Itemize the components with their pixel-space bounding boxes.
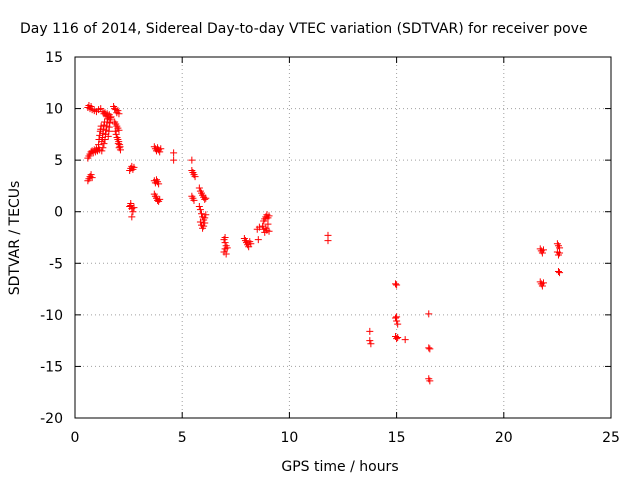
data-point	[255, 223, 263, 231]
data-point	[112, 130, 120, 138]
data-point	[247, 240, 255, 248]
data-point	[222, 250, 230, 258]
data-point	[366, 337, 374, 345]
data-point	[367, 340, 375, 348]
data-point	[265, 212, 273, 220]
data-point	[156, 148, 164, 156]
data-point	[426, 377, 434, 385]
data-point	[394, 334, 402, 342]
data-point	[538, 249, 546, 257]
data-point	[195, 184, 203, 192]
data-point	[88, 174, 96, 182]
data-point	[539, 279, 547, 287]
data-point	[128, 213, 136, 221]
plot-frame	[74, 56, 612, 419]
y-tick-label: 5	[54, 153, 63, 169]
data-point	[394, 320, 402, 328]
data-point	[106, 119, 114, 127]
x-tick-label: 25	[602, 430, 620, 446]
data-point	[366, 327, 374, 335]
data-point	[221, 234, 229, 241]
data-point	[556, 249, 564, 257]
grid	[75, 57, 611, 418]
data-point	[115, 126, 123, 134]
data-point	[170, 156, 178, 164]
data-point	[99, 144, 107, 152]
y-tick-label: 10	[45, 102, 63, 118]
y-tick-label: 15	[45, 50, 63, 66]
data-point	[191, 173, 199, 181]
data-point	[202, 211, 210, 219]
data-point	[426, 345, 434, 353]
data-point	[200, 222, 208, 230]
data-point	[393, 281, 401, 289]
data-point	[223, 244, 231, 252]
data-point	[106, 116, 114, 124]
data-point	[129, 208, 137, 216]
data-point	[196, 206, 204, 214]
data-point	[114, 140, 122, 148]
data-point	[197, 210, 205, 218]
x-tick-label: 5	[178, 430, 187, 446]
x-axis-label: GPS time / hours	[281, 459, 398, 475]
data-point	[104, 132, 112, 140]
y-axis-label: SDTVAR / TECUs	[7, 181, 23, 296]
data-point	[392, 280, 400, 288]
data-point	[265, 227, 273, 235]
data-point	[538, 282, 546, 290]
y-tick-label: -20	[40, 411, 63, 427]
data-point	[155, 180, 163, 188]
data-points	[84, 101, 564, 385]
data-point	[188, 156, 196, 164]
data-point	[130, 204, 138, 212]
data-point	[190, 196, 198, 204]
data-point	[264, 220, 272, 228]
y-tick-label: -10	[40, 308, 63, 324]
data-point	[114, 107, 122, 115]
data-point	[115, 110, 123, 118]
data-point	[196, 218, 204, 226]
data-point	[170, 149, 178, 157]
y-tick-label: 0	[54, 205, 63, 221]
data-point	[115, 144, 123, 152]
data-point	[111, 127, 119, 135]
data-point	[195, 203, 203, 211]
data-point	[87, 103, 95, 111]
data-point	[201, 219, 209, 227]
data-point	[130, 163, 138, 171]
x-tick-label: 10	[280, 430, 298, 446]
data-point	[201, 195, 209, 203]
x-tick-label: 20	[495, 430, 513, 446]
data-point	[393, 335, 401, 343]
data-point	[87, 171, 95, 179]
data-point	[539, 246, 547, 254]
chart-title: Day 116 of 2014, Sidereal Day-to-day VTE…	[20, 21, 588, 37]
data-point	[156, 195, 164, 203]
data-point	[392, 314, 400, 322]
data-point	[393, 313, 401, 321]
axis-ticks: 0 5 10 15 20 25 -20 -15 -10 -5 0 5 10 15	[40, 50, 620, 446]
data-point	[554, 268, 562, 276]
y-tick-label: -5	[49, 256, 63, 272]
data-point	[254, 236, 262, 244]
data-point	[324, 237, 332, 245]
data-point	[98, 147, 106, 155]
data-point	[401, 336, 409, 344]
data-point	[157, 145, 165, 153]
x-tick-label: 15	[388, 430, 406, 446]
data-point	[100, 140, 108, 148]
data-point	[202, 194, 210, 202]
data-point	[425, 344, 433, 352]
x-tick-label: 0	[71, 430, 80, 446]
data-point	[107, 113, 115, 121]
data-point	[556, 269, 564, 277]
data-point	[425, 310, 433, 318]
y-tick-label: -15	[40, 359, 63, 375]
